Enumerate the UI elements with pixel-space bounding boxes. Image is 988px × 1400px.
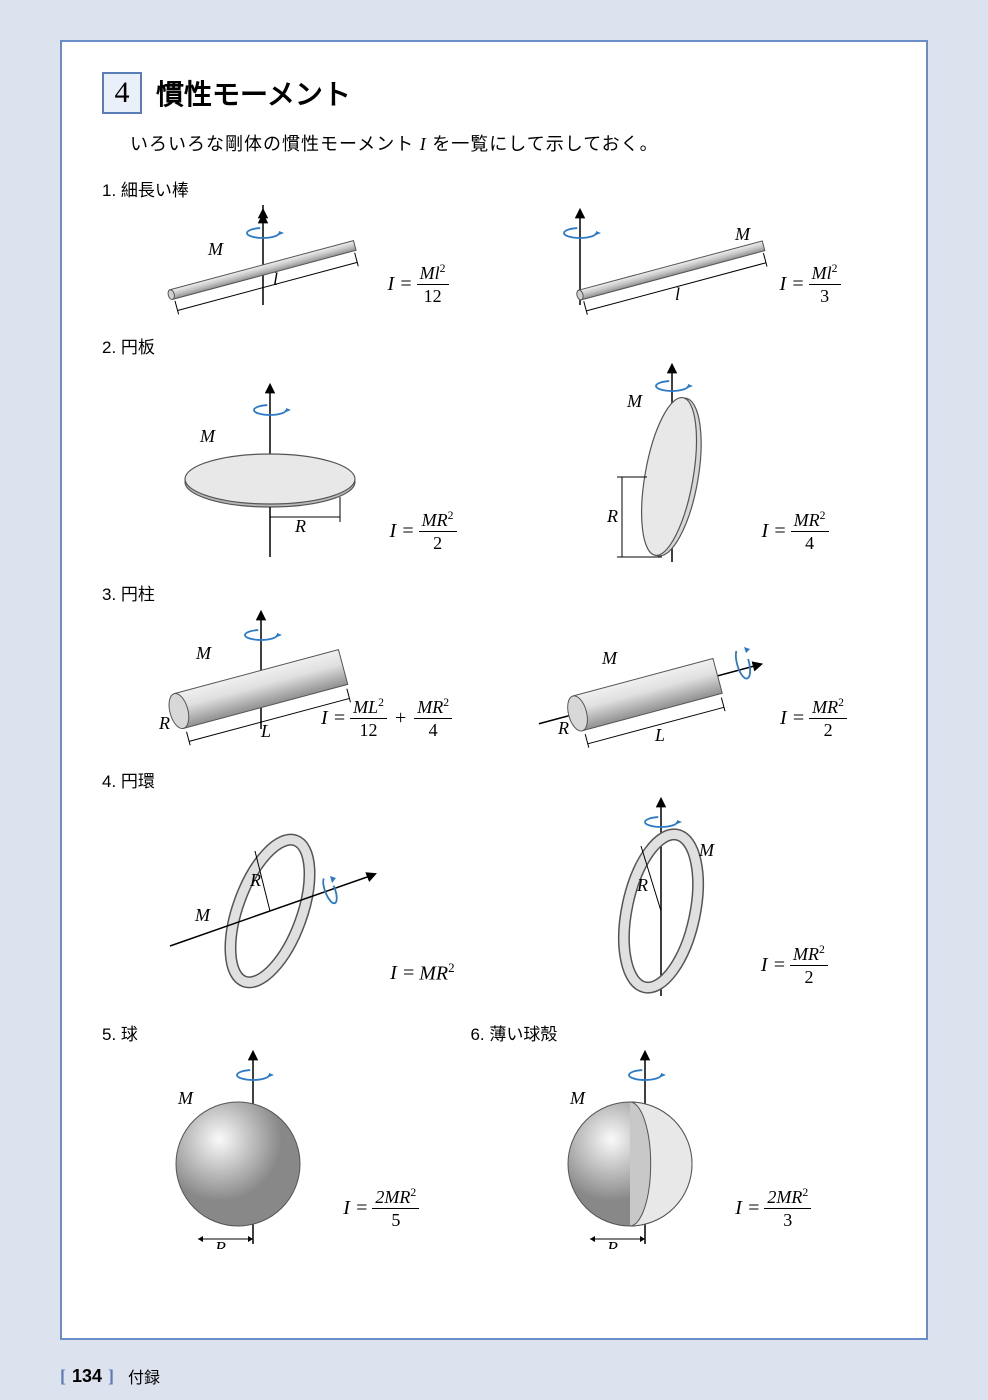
formula-cyl-axis: I = MR22 bbox=[780, 697, 847, 739]
section-title: 慣性モーメント bbox=[156, 73, 351, 113]
svg-text:l: l bbox=[675, 284, 680, 304]
formula-ring-perp: I = MR22 bbox=[761, 944, 828, 986]
section-header: 4 慣性モーメント bbox=[102, 72, 886, 114]
cyl-axis-cell: M R L I = MR22 bbox=[530, 619, 847, 759]
formula-cyl-trans: I = ML212 + MR24 bbox=[321, 697, 452, 739]
svg-text:R: R bbox=[636, 875, 648, 895]
page-number: 134 bbox=[72, 1366, 102, 1387]
shell-cell: M R I = 2MR23 bbox=[470, 1049, 886, 1249]
label-sphere: 5. 球 bbox=[102, 1020, 470, 1045]
cyl-trans-cell: M R L I = ML212 + MR24 bbox=[141, 609, 452, 759]
diagram-cyl-axis: M R L bbox=[530, 619, 770, 759]
diagram-shell: M R bbox=[545, 1049, 725, 1249]
svg-text:R: R bbox=[606, 1238, 618, 1249]
label-rod: 1. 細長い棒 bbox=[102, 176, 886, 201]
svg-text:M: M bbox=[601, 648, 618, 668]
row-rod: M l I = Ml212 bbox=[102, 205, 886, 325]
sphere-cell: M R I = 2MR25 bbox=[102, 1049, 470, 1249]
formula-ring-diam: I = MR2 bbox=[390, 960, 455, 986]
svg-text:R: R bbox=[557, 718, 569, 738]
formula-disk-perp: I = MR22 bbox=[390, 510, 457, 552]
diagram-ring-perp: M R bbox=[571, 796, 751, 1006]
label-disk: 2. 円板 bbox=[102, 333, 886, 358]
diagram-rod-center: M l bbox=[148, 205, 378, 325]
svg-text:M: M bbox=[207, 239, 224, 259]
diagram-disk-perp: M R bbox=[160, 382, 380, 572]
svg-text:R: R bbox=[158, 713, 170, 733]
Ieq: I = bbox=[388, 273, 413, 296]
svg-text:R: R bbox=[249, 870, 261, 890]
label-shell: 6. 薄い球殻 bbox=[470, 1020, 886, 1045]
diagram-disk-diam: M R bbox=[572, 362, 752, 572]
section-number-box: 4 bbox=[102, 72, 142, 114]
formula-shell: I = 2MR23 bbox=[735, 1187, 811, 1229]
svg-text:R: R bbox=[294, 516, 306, 536]
svg-text:M: M bbox=[195, 643, 212, 663]
svg-text:l: l bbox=[273, 269, 278, 289]
svg-text:L: L bbox=[654, 725, 665, 745]
row-cyl: M R L I = ML212 + MR24 bbox=[102, 609, 886, 759]
page-footer: [ 134 ] 付録 bbox=[60, 1364, 160, 1388]
svg-text:M: M bbox=[698, 840, 715, 860]
formula-disk-diam: I = MR24 bbox=[762, 510, 829, 552]
intro-post: を一覧にして示しておく。 bbox=[427, 134, 659, 154]
svg-text:M: M bbox=[626, 391, 643, 411]
formula-sphere: I = 2MR25 bbox=[343, 1187, 419, 1229]
ring-perp-cell: M R I = MR22 bbox=[571, 796, 828, 1006]
disk-perp-cell: M R I = MR22 bbox=[160, 382, 457, 572]
label-cyl: 3. 円柱 bbox=[102, 580, 886, 605]
svg-text:M: M bbox=[199, 426, 216, 446]
intro-text: いろいろな剛体の慣性モーメント I を一覧にして示しておく。 bbox=[130, 130, 886, 156]
row-ring: M R I = MR2 M R bbox=[102, 796, 886, 1006]
svg-text:L: L bbox=[260, 721, 271, 741]
diagram-ring-diam: M R bbox=[160, 816, 380, 1006]
rod-end-cell: M l I = Ml23 bbox=[540, 205, 841, 325]
bracket-left: [ bbox=[60, 1366, 66, 1387]
svg-text:R: R bbox=[214, 1238, 226, 1249]
diagram-rod-end: M l bbox=[540, 205, 770, 325]
svg-text:R: R bbox=[606, 506, 618, 526]
svg-text:M: M bbox=[569, 1088, 586, 1108]
section-number: 4 bbox=[115, 76, 130, 110]
ring-diam-cell: M R I = MR2 bbox=[160, 816, 455, 1006]
intro-pre: いろいろな剛体の慣性モーメント bbox=[130, 134, 420, 154]
formula-rod-center: I = Ml212 bbox=[388, 263, 449, 305]
row-disk: M R I = MR22 M bbox=[102, 362, 886, 572]
label-ring: 4. 円環 bbox=[102, 767, 886, 792]
row-sphere: 5. 球 M R I = bbox=[102, 1014, 886, 1249]
svg-text:M: M bbox=[177, 1088, 194, 1108]
intro-var: I bbox=[420, 134, 427, 154]
diagram-sphere: M R bbox=[153, 1049, 333, 1249]
formula-rod-end: I = Ml23 bbox=[780, 263, 841, 305]
bracket-right: ] bbox=[108, 1366, 114, 1387]
rod-center-cell: M l I = Ml212 bbox=[148, 205, 449, 325]
disk-diam-cell: M R I = MR24 bbox=[572, 362, 829, 572]
svg-text:M: M bbox=[734, 224, 751, 244]
appendix-label: 付録 bbox=[128, 1364, 160, 1388]
page-frame: 4 慣性モーメント いろいろな剛体の慣性モーメント I を一覧にして示しておく。… bbox=[60, 40, 928, 1340]
svg-text:M: M bbox=[194, 905, 211, 925]
